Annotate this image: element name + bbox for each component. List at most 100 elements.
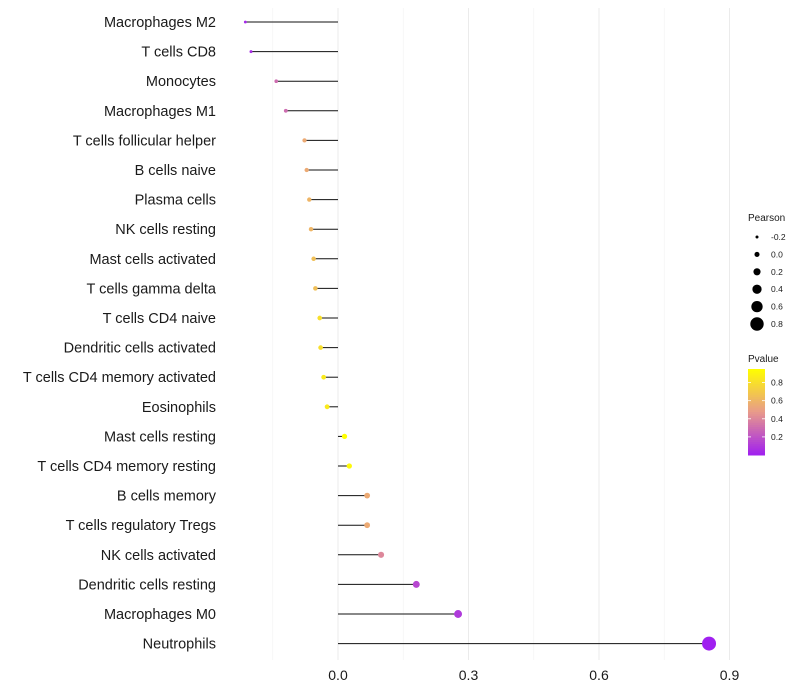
point (364, 492, 371, 499)
colorbar-segment (748, 433, 765, 437)
y-label: T cells follicular helper (73, 133, 216, 149)
point (313, 286, 318, 291)
colorbar-segment (748, 388, 765, 391)
y-label: Eosinophils (142, 400, 216, 416)
point (341, 433, 348, 440)
point (249, 50, 253, 54)
y-label: Neutrophils (143, 637, 216, 653)
legend-color-label: 0.8 (771, 378, 783, 388)
colorbar-segment (748, 448, 765, 452)
colorbar-segment (748, 373, 765, 376)
legend-size-label: 0.6 (771, 302, 783, 312)
colorbar-segment (748, 444, 765, 447)
colorbar-segment (748, 407, 765, 411)
point (317, 315, 323, 321)
y-label: NK cells resting (115, 222, 216, 238)
colorbar-segment (748, 427, 765, 430)
legend-pvalue: Pvalue 0.8 0.6 0.4 0.2 (748, 354, 783, 456)
y-label: Dendritic cells resting (78, 577, 216, 593)
y-label: Mast cells activated (89, 252, 216, 268)
point (274, 79, 279, 84)
legend-color-title: Pvalue (748, 354, 779, 365)
colorbar-segment (748, 452, 765, 456)
point (307, 197, 312, 202)
x-tick-label: 0.3 (459, 667, 479, 683)
colorbar-segment (748, 394, 765, 398)
colorbar-segment (748, 405, 765, 409)
y-label: Mast cells resting (104, 429, 216, 445)
colorbar-segment (748, 450, 765, 454)
point (318, 345, 323, 350)
colorbar-segment (748, 403, 765, 407)
legend-color-label: 0.2 (771, 432, 783, 442)
legend-size-label: 0.8 (771, 319, 783, 329)
y-label: NK cells activated (101, 548, 216, 564)
point (311, 256, 316, 262)
colorbar-segment (748, 437, 765, 441)
point (304, 167, 309, 173)
legend-size-label: 0.4 (771, 284, 783, 294)
colorbar-segment (748, 409, 765, 413)
point (378, 551, 385, 558)
colorbar-segment (748, 384, 765, 387)
legend-size-label: 0.2 (771, 267, 783, 277)
colorbar-segment (748, 392, 765, 396)
y-label: Macrophages M2 (104, 15, 216, 31)
stems (245, 21, 710, 645)
colorbar-segment (748, 416, 765, 419)
legend-size-title: Pearson (748, 213, 785, 224)
point (364, 522, 371, 529)
legend-size-label: -0.2 (771, 232, 786, 242)
point (321, 374, 327, 380)
legend-size-dot (753, 268, 761, 276)
colorbar-segment (748, 401, 765, 404)
colorbar-segment (748, 439, 765, 443)
legend-size-dot (750, 317, 764, 331)
y-label: T cells CD8 (141, 45, 216, 61)
point (283, 108, 288, 113)
colorbar-segment (748, 377, 765, 381)
y-label: Plasma cells (135, 193, 216, 209)
colorbar-segment (748, 379, 765, 383)
legend-size-label: 0.0 (771, 249, 783, 259)
y-label: Macrophages M0 (104, 607, 216, 623)
y-label: B cells naive (135, 163, 216, 179)
colorbar-segment (748, 390, 765, 394)
legend-size-dot (754, 251, 760, 257)
colorbar-segment (748, 412, 765, 415)
colorbar-segment (748, 414, 765, 417)
legend-pearson: Pearson -0.2 0.0 0.2 0.4 0.6 0.8 (748, 213, 786, 331)
y-label: T cells CD4 memory activated (23, 370, 216, 386)
point (702, 636, 717, 651)
point (243, 20, 247, 24)
y-label: T cells CD4 naive (103, 311, 216, 327)
y-label: T cells CD4 memory resting (37, 459, 216, 475)
legend-size-dot (755, 235, 759, 239)
point (308, 226, 314, 232)
x-tick-label: 0.9 (720, 667, 740, 683)
colorbar-segment (748, 396, 765, 400)
colorbar-segment (748, 381, 765, 385)
legend-size-dot (751, 300, 763, 313)
colorbar-segment (748, 431, 765, 434)
y-axis-labels: Macrophages M2 T cells CD8 Monocytes Macrop… (23, 15, 217, 653)
colorbar-segment (748, 399, 765, 402)
colorbar-segment (748, 422, 765, 426)
point (454, 610, 463, 618)
x-tick-label: 0.6 (589, 667, 609, 683)
colorbar-segment (748, 446, 765, 450)
y-label: Macrophages M1 (104, 104, 216, 120)
colorbar-segment (748, 429, 765, 432)
point (346, 463, 352, 469)
colorbar-segment (748, 424, 765, 428)
colorbar-segment (748, 369, 765, 372)
colorbar-segment (748, 435, 765, 439)
y-label: Dendritic cells activated (64, 341, 216, 357)
legend-color-label: 0.4 (771, 414, 783, 424)
y-label: B cells memory (117, 489, 217, 505)
x-axis-ticks: 0.0 0.3 0.6 0.9 (328, 667, 739, 683)
point (412, 580, 420, 588)
colorbar-segment (748, 442, 765, 445)
y-label: T cells regulatory Tregs (66, 518, 216, 534)
points (243, 20, 717, 651)
